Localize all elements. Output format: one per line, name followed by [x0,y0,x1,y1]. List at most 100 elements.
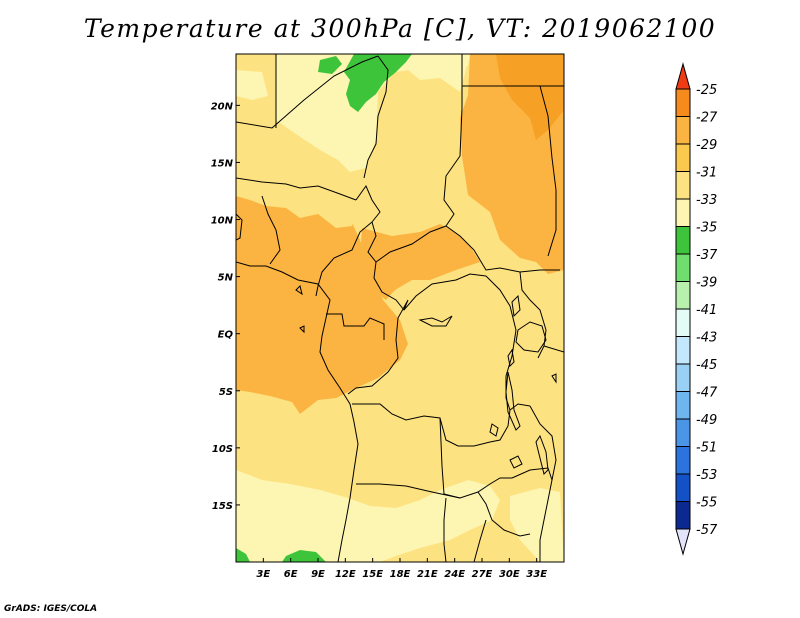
border-nigeria-cameroon [315,221,373,297]
colorbar-segment [675,418,691,447]
contour-fill-pale-southeast [510,488,564,562]
border-drc-angola [352,403,491,447]
x-tick-label: 6E [284,569,298,580]
border-zambia-east [489,403,531,443]
border-niger-chad [363,55,389,179]
colorbar-label: -29 [696,138,717,153]
temperature-field [236,54,564,562]
colorbar-bottom-arrow [675,528,691,556]
x-tick-label: 9E [311,569,325,580]
colorbar-label: -41 [696,303,717,318]
lake-tanganyika [505,371,521,431]
y-tick-label: 10N [211,216,234,227]
zanzibar-island [551,373,557,384]
lake-congo-river [418,315,453,327]
border-kenya-tanzania [543,345,564,353]
x-tick-label: 15E [362,569,383,580]
colorbar-segment [675,446,691,475]
bioko-island [295,285,303,296]
y-tick-label: 10S [212,444,233,455]
colorbar-label: -49 [696,413,717,428]
sao-tome-island [299,325,305,334]
contour-fill-deep-orange-ne [496,54,564,140]
colorbar-label: -47 [696,386,718,401]
border-ss-ethiopia [539,85,557,257]
colorbar-label: -25 [696,83,717,98]
lake-kariba [509,455,523,469]
border-south [473,519,487,562]
x-tick-label: 30E [499,569,520,580]
colorbar-segment [675,226,691,255]
colorbar-label: -27 [696,111,718,126]
colorbar-label: -45 [696,358,717,373]
border-chad-sudan [443,107,463,227]
border-congo-drc [347,299,409,395]
colorbar-segment [675,253,691,282]
border-car [373,261,487,311]
contour-fill-green-south [282,550,326,562]
axis-ticks: 3E 6E 9E 12E 15E 18E 21E 24E 27E 30E 33E 20N 15N 10N 5… [211,101,548,580]
border-cameroon-chad [367,221,447,263]
contour-fill-green-northwest [318,56,342,74]
colorbar-segment [675,501,691,530]
y-tick-label: 20N [211,101,234,112]
map-title: Temperature at 300hPa [C], VT: 201906210… [83,14,717,43]
lake-victoria [515,321,547,353]
x-tick-label: 18E [390,569,411,580]
border-angola-zambia [439,417,512,499]
x-tick-label: 27E [472,569,493,580]
contour-fill-orange-central [360,224,480,300]
coastline-west [236,261,359,562]
grads-credit: GrADS: IGES/COLA [4,604,98,614]
colorbar-segment [675,116,691,145]
colorbar-segment [675,473,691,502]
colorbar-label: -43 [696,331,717,346]
country-borders [236,54,564,562]
colorbar-segment [675,198,691,227]
colorbar-label: -51 [696,441,717,456]
border-zimbabwe [477,491,531,537]
lake-malawi [535,434,549,475]
colorbar-segment [675,363,691,392]
contour-fill-orange-west [236,172,408,414]
y-tick-label: 5N [218,273,234,284]
colorbar-label: -37 [696,248,718,263]
y-tick-label: 5S [219,387,233,398]
x-tick-label: 3E [256,569,270,580]
colorbar-label: -55 [696,496,717,511]
lake-albert [511,294,521,318]
x-tick-label: 24E [444,569,465,580]
colorbar-label: -53 [696,468,717,483]
contour-fill-green-north [344,54,412,112]
contour-fill-pale-ne [400,54,470,92]
contour-fill-green-southwest [236,548,250,562]
border-sudan-ss [445,225,560,273]
colorbar-segment [675,308,691,337]
colorbar-segment [675,336,691,365]
colorbar-top-arrow [675,62,691,90]
contour-fill-pale-sahel [236,160,356,228]
colorbar-label: -35 [696,221,717,236]
lake-mweru [489,423,499,437]
border-gabon-congo [326,313,385,340]
y-tick-label: 15N [211,158,234,169]
x-tick-label: 33E [526,569,547,580]
colorbar-label: -33 [696,193,717,208]
border-mozambique [511,467,553,562]
colorbar-label: -39 [696,276,717,291]
contour-fill-pale-west [236,70,268,100]
contour-fill-pale-north [236,54,470,172]
x-tick-label: 12E [335,569,356,580]
border-tanzania [529,405,557,481]
x-tick-label: 21E [417,569,438,580]
border-lake-chad [355,184,381,223]
colorbar-label: -31 [696,166,717,181]
colorbar-segment [675,281,691,310]
y-tick-label: 15S [212,501,233,512]
border-botswana [443,497,447,562]
border-namibia [356,483,461,499]
border-nigeria-niger [261,195,281,265]
colorbar-segment [675,143,691,172]
colorbar-segment [675,171,691,200]
